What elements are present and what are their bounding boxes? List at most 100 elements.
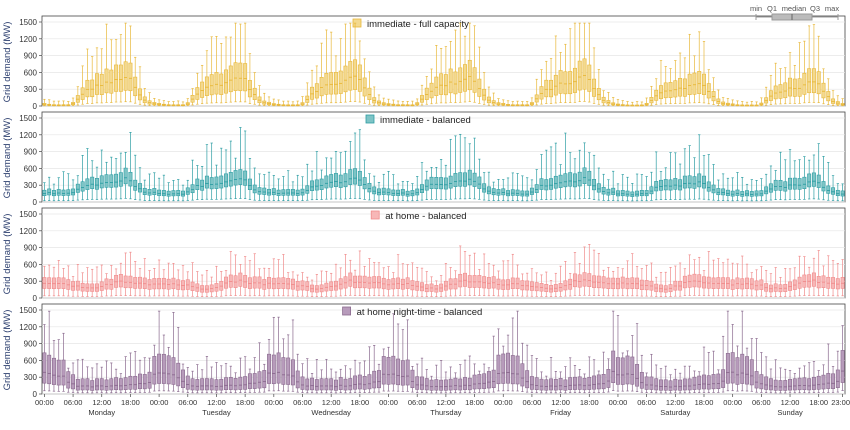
box-body (821, 181, 826, 192)
box-body (759, 190, 764, 197)
box-body (90, 380, 95, 391)
box-body (252, 87, 257, 100)
box-friday-0 (501, 179, 506, 201)
box-body (138, 88, 142, 101)
box-sunday-2 (740, 310, 745, 392)
box-body (486, 186, 491, 195)
box-body (515, 189, 520, 196)
box-tuesday-16 (233, 22, 238, 103)
box-sunday-23 (840, 183, 845, 202)
boxes (42, 127, 845, 202)
box-sunday-4 (749, 101, 754, 107)
box-tuesday-20 (252, 357, 257, 393)
box-body (491, 369, 496, 389)
box-sunday-6 (759, 266, 764, 297)
box-monday-11 (94, 166, 99, 200)
box-wednesday-17 (353, 132, 358, 199)
box-sunday-16 (807, 266, 812, 296)
box-sunday-3 (745, 183, 749, 202)
box-body (104, 68, 109, 94)
box-sunday-22 (835, 95, 840, 106)
box-tuesday-4 (176, 100, 181, 107)
box-saturday-23 (725, 310, 730, 392)
box-body (773, 179, 778, 191)
box-thursday-18 (472, 25, 477, 103)
box-saturday-18 (702, 346, 706, 393)
box-wednesday-7 (305, 276, 310, 297)
box-body (482, 373, 487, 389)
box-friday-1 (506, 260, 510, 297)
box-body (434, 76, 439, 97)
box-body (118, 378, 123, 391)
box-tuesday-7 (190, 159, 195, 201)
box-tuesday-5 (181, 101, 185, 107)
box-sunday-2 (740, 177, 745, 202)
box-body (66, 371, 71, 389)
box-monday-2 (51, 266, 56, 297)
box-wednesday-11 (324, 270, 329, 297)
box-friday-7 (534, 169, 539, 201)
box-friday-6 (529, 179, 534, 201)
box-body (310, 86, 315, 100)
box-body (539, 378, 544, 391)
box-body (209, 74, 214, 96)
legend-label: at home - balanced (385, 211, 466, 222)
box-friday-4 (520, 175, 525, 202)
box-thursday-9 (429, 276, 434, 297)
box-saturday-12 (673, 152, 678, 200)
box-body (529, 187, 534, 195)
box-saturday-14 (682, 57, 687, 104)
box-body (582, 272, 587, 287)
box-friday-17 (582, 142, 587, 199)
box-body (396, 189, 401, 196)
box-monday-10 (90, 160, 95, 200)
box-body (195, 379, 200, 391)
box-wednesday-23 (381, 173, 386, 201)
box-body (577, 376, 582, 390)
box-body (405, 359, 410, 386)
box-sunday-16 (807, 25, 812, 103)
box-sunday-20 (826, 162, 831, 201)
box-body (377, 188, 381, 196)
box-friday-17 (582, 246, 587, 296)
box-body (788, 77, 793, 97)
box-sunday-5 (754, 180, 759, 202)
box-body (109, 174, 114, 188)
x-tick-label: 06:00 (408, 398, 427, 407)
x-tick-label: 12:00 (207, 398, 226, 407)
box-body (678, 179, 683, 191)
box-wednesday-20 (367, 173, 372, 201)
x-tick-label-last: 23:00 (831, 398, 850, 407)
box-monday-21 (142, 179, 147, 201)
box-friday-10 (549, 146, 554, 200)
box-body (47, 354, 52, 385)
box-body (224, 377, 228, 390)
box-body (697, 173, 702, 188)
box-tuesday-19 (247, 368, 252, 393)
box-thursday-18 (472, 252, 477, 296)
legend-entry: at home - balanced (370, 210, 467, 222)
box-sunday-2 (740, 255, 745, 297)
y-axis-label: Grid demand (MW) (2, 214, 13, 295)
box-monday-13 (104, 273, 109, 297)
box-tuesday-10 (204, 50, 209, 104)
box-monday-7 (75, 359, 80, 394)
box-friday-8 (539, 154, 544, 200)
box-wednesday-10 (319, 169, 324, 200)
box-body (42, 189, 47, 196)
box-wednesday-6 (300, 363, 305, 393)
box-body (792, 78, 797, 97)
box-tuesday-9 (200, 165, 205, 201)
box-body (706, 375, 711, 390)
box-friday-14 (568, 273, 573, 297)
box-body (611, 187, 616, 195)
box-body (353, 59, 358, 90)
box-body (204, 175, 209, 189)
box-friday-1 (506, 100, 510, 107)
box-sunday-14 (797, 255, 802, 297)
box-friday-21 (601, 351, 606, 393)
x-tick-label: 12:00 (436, 398, 455, 407)
box-monday-14 (109, 156, 114, 200)
x-tick-label: 18:00 (695, 398, 714, 407)
box-saturday-22 (721, 97, 726, 106)
